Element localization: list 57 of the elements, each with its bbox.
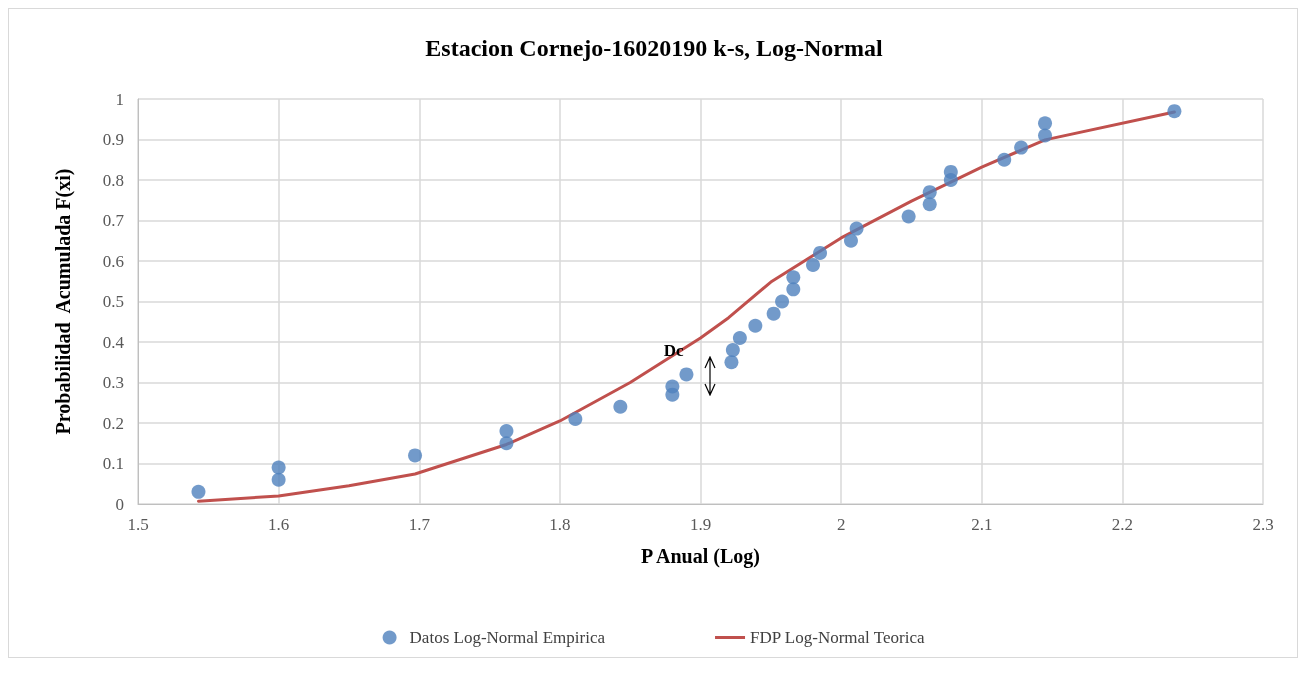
y-tick-label: 0.3 (102, 373, 124, 392)
point (748, 318, 763, 333)
y-tick-label: 0.6 (102, 251, 124, 271)
point (943, 164, 958, 179)
point (1167, 104, 1182, 119)
point (806, 258, 820, 273)
point (499, 424, 514, 439)
point (775, 294, 790, 309)
point (786, 270, 801, 285)
x-tick-label: 1.5 (127, 515, 149, 534)
y-tick-label: 0.8 (102, 170, 124, 190)
x-tick-label: 1.9 (689, 515, 712, 534)
point (499, 436, 514, 451)
y-tick-label: 1 (115, 89, 124, 109)
x-tick-label: 2.2 (1111, 515, 1133, 534)
annotation: Dc (663, 340, 684, 360)
y-tick-label: 0.7 (102, 211, 125, 230)
y-tick-label: 0.9 (102, 130, 124, 149)
point (849, 221, 864, 236)
point (997, 152, 1012, 167)
point (613, 399, 628, 414)
y-tick-label: 0.2 (102, 413, 124, 433)
point (843, 233, 858, 248)
point (1038, 128, 1053, 143)
y-tick-label: 0 (115, 494, 124, 514)
point (665, 379, 680, 394)
point (724, 355, 739, 370)
x-tick-label: 2 (836, 515, 846, 534)
point (901, 209, 916, 224)
point (786, 282, 801, 297)
point (922, 197, 937, 212)
x-tick-label: 1.8 (549, 515, 571, 534)
y-tick-label: 0.4 (102, 332, 125, 352)
point (813, 245, 828, 260)
x-axis-title: P Anual (Log) (641, 545, 760, 568)
point (725, 343, 740, 358)
point (1038, 116, 1053, 131)
x-tick-label: 2.1 (971, 515, 993, 534)
x-tick-label: 1.6 (268, 515, 290, 534)
point (732, 330, 747, 345)
point (271, 460, 286, 475)
y-tick-label: 0.1 (102, 454, 124, 473)
point (679, 367, 694, 382)
point (766, 306, 781, 321)
chart-title: Estacion Cornejo-16020190 k-s, Log-Normal (425, 35, 883, 61)
point (191, 484, 206, 499)
point (1014, 140, 1029, 155)
point (408, 448, 423, 463)
legend-label: FDP Log-Normal Teorica (750, 628, 925, 647)
point (568, 411, 583, 426)
x-tick-label: 1.7 (408, 515, 431, 534)
legend-label: Datos Log-Normal Empirica (409, 628, 606, 647)
point (922, 185, 937, 200)
x-tick-label: 2.3 (1252, 515, 1274, 534)
point (271, 472, 286, 487)
y-tick-label: 0.5 (102, 292, 124, 311)
y-axis-title: Probabilidad Acumulada F(xi) (52, 168, 75, 435)
